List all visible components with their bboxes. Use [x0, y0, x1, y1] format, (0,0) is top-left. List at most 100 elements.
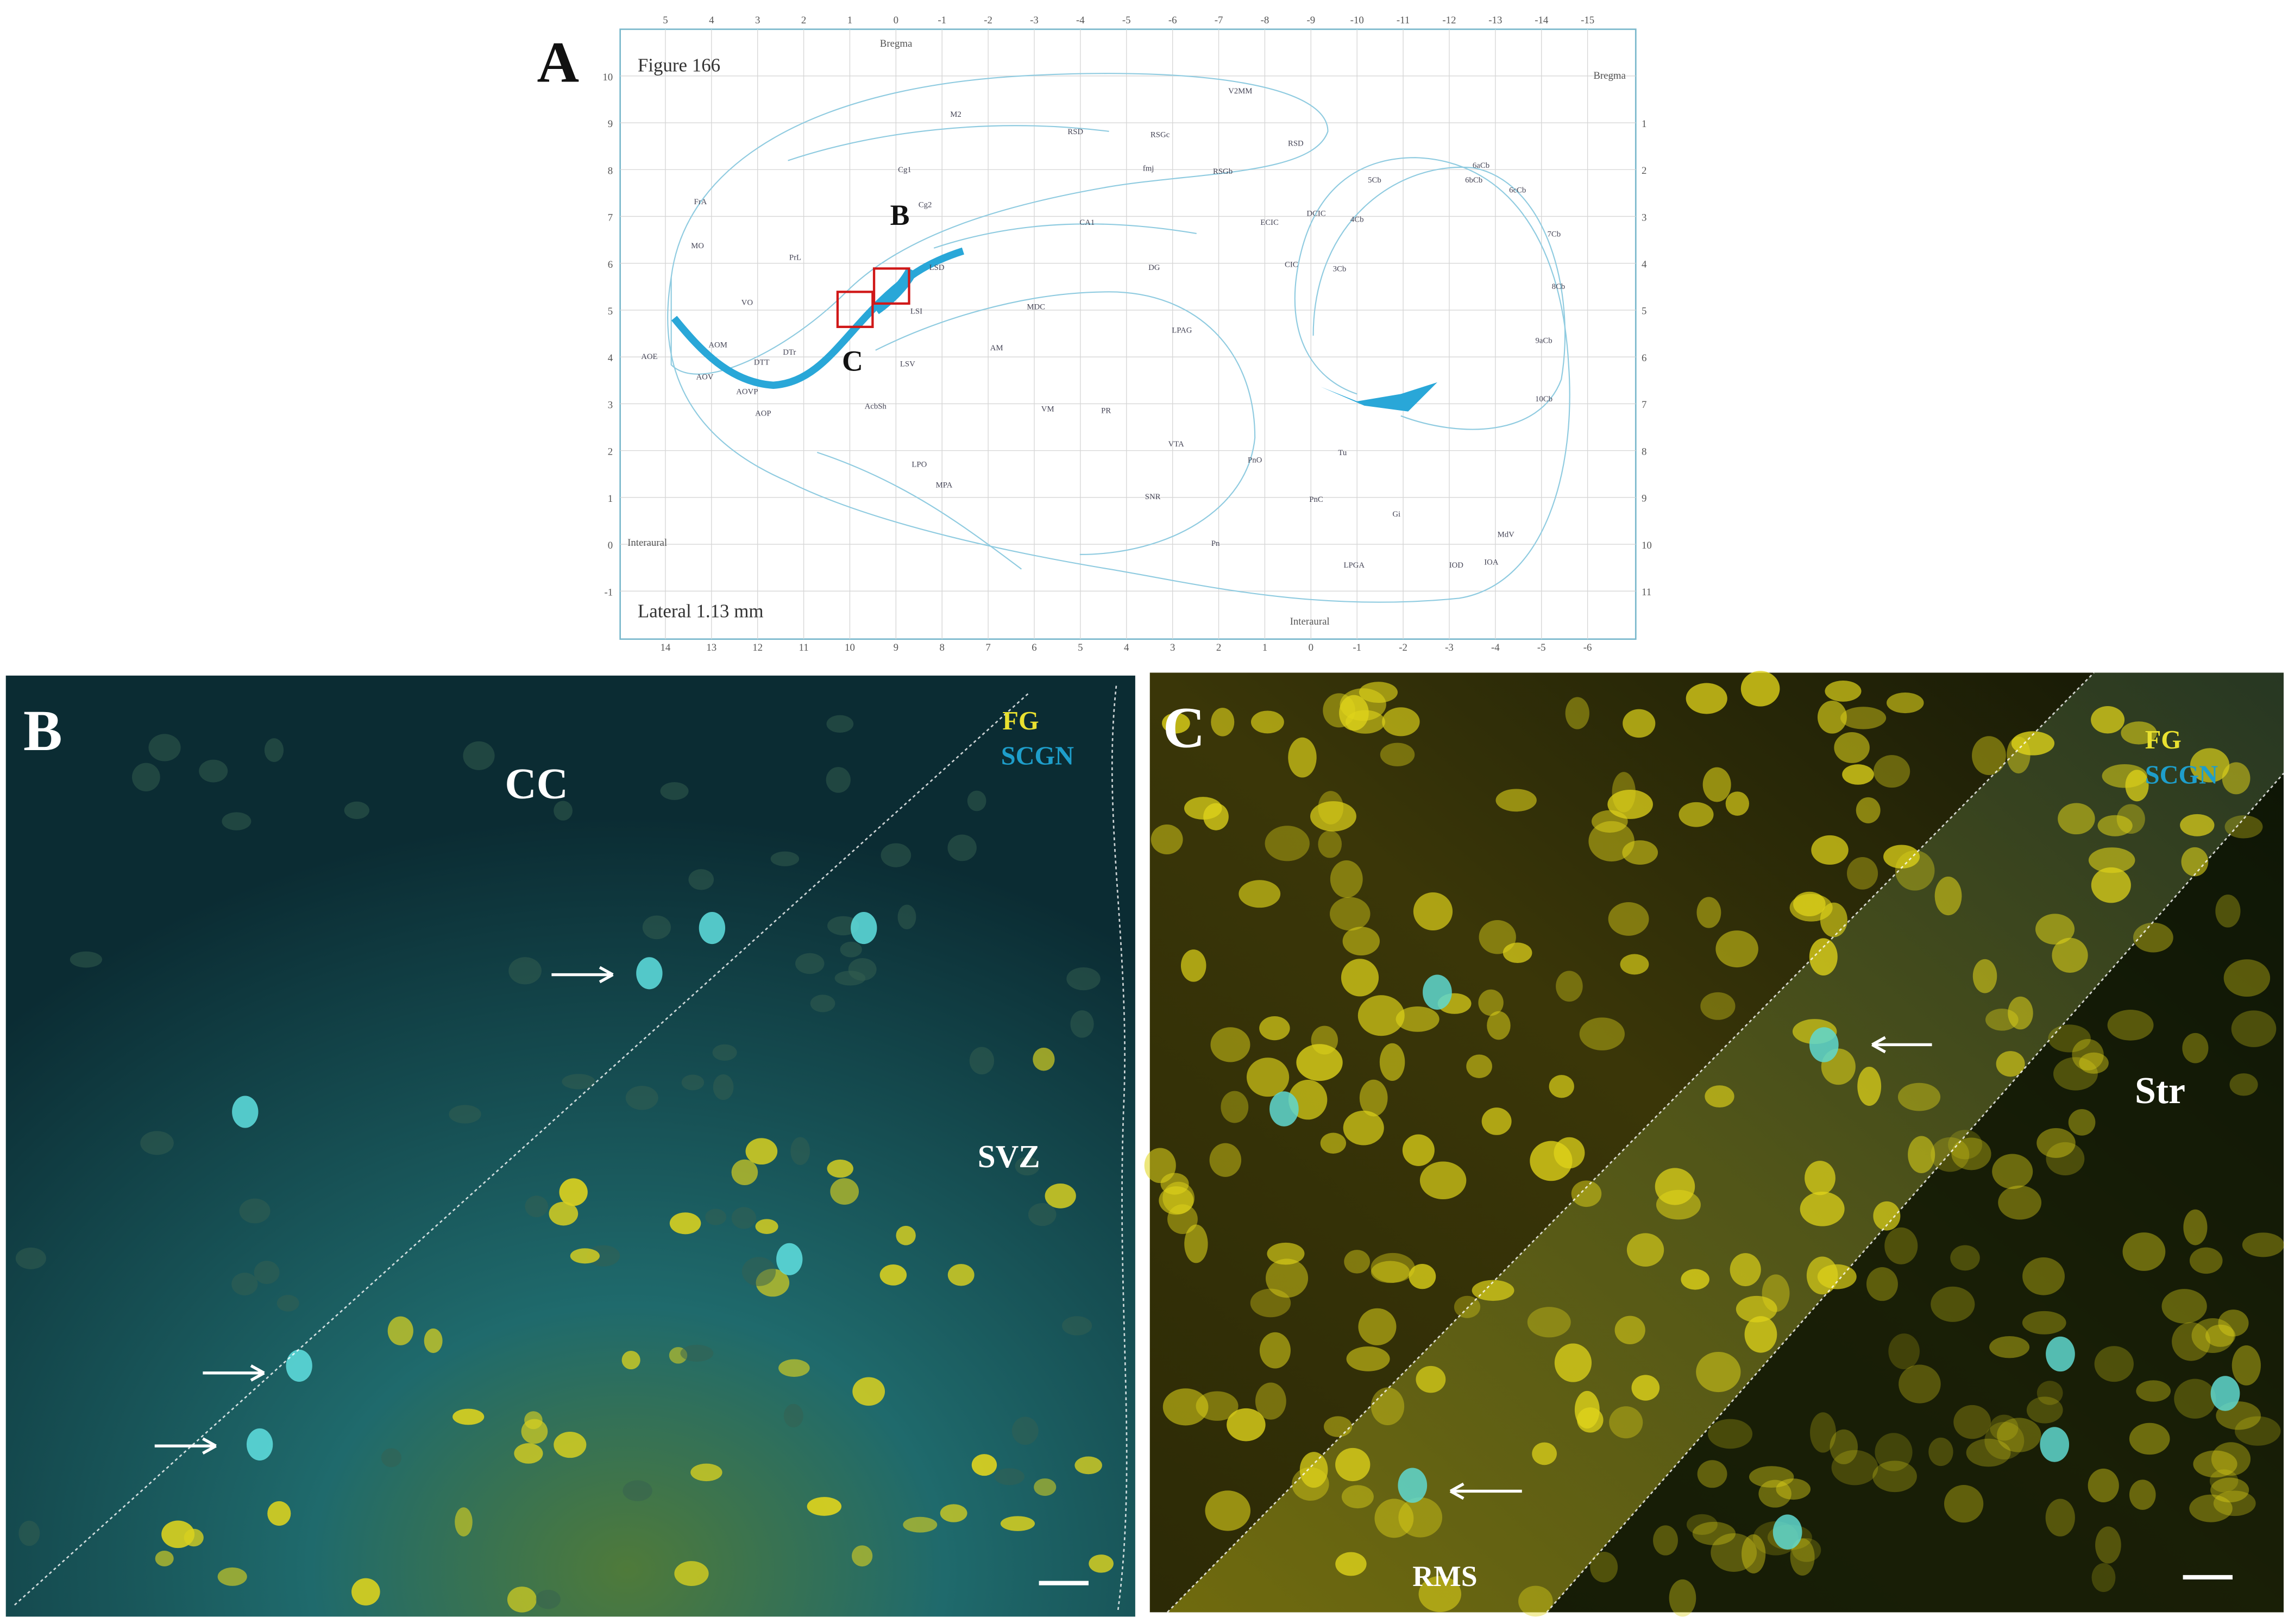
- region-label: LPO: [912, 461, 927, 469]
- cell: [1371, 1252, 1415, 1283]
- cell: [1267, 1242, 1305, 1265]
- cell: [1875, 1433, 1913, 1471]
- cell: [2011, 731, 2055, 756]
- region-label: 7Cb: [1548, 230, 1561, 238]
- cell: [1466, 1054, 1492, 1078]
- cell: [1402, 1134, 1435, 1166]
- cell: [1382, 707, 1420, 737]
- cell: [1341, 1485, 1374, 1509]
- cell: [507, 1587, 537, 1613]
- cell: [1805, 1161, 1836, 1195]
- cell: [826, 767, 851, 793]
- scale-label: 5: [1078, 642, 1083, 653]
- cell: [681, 1074, 705, 1091]
- cell: [1329, 897, 1371, 931]
- cell: [70, 951, 103, 968]
- scale-label: -15: [1581, 15, 1594, 26]
- cell: [199, 759, 228, 783]
- cell: [2094, 1346, 2134, 1382]
- panel-label: A: [537, 30, 580, 95]
- cell: [1203, 803, 1229, 830]
- cell: [674, 1561, 709, 1587]
- cell: [2182, 1033, 2209, 1063]
- cell: [947, 834, 977, 861]
- cell: [1503, 942, 1532, 964]
- cell: [1579, 1017, 1625, 1050]
- cell: [1371, 1261, 1410, 1283]
- cell: [2189, 1247, 2223, 1274]
- cell: [1744, 1316, 1777, 1353]
- region-label: RSD: [1288, 140, 1304, 148]
- region-label: ECIC: [1260, 218, 1279, 227]
- cell: [625, 1086, 658, 1110]
- cell: [1697, 1460, 1727, 1488]
- atlas-frame: [619, 28, 1637, 640]
- scale-label: 6: [1642, 353, 1646, 364]
- scgn-cell: [1772, 1514, 1802, 1550]
- region-label: DG: [1148, 263, 1160, 272]
- region-label: MdV: [1498, 531, 1515, 539]
- cell: [879, 1264, 907, 1286]
- cell: [1028, 1203, 1057, 1226]
- region-label: M2: [950, 110, 961, 119]
- cell: [452, 1408, 485, 1425]
- cell: [2133, 922, 2173, 953]
- cell: [1622, 840, 1658, 865]
- cell: [2053, 1057, 2098, 1091]
- region-label: 6aCb: [1473, 161, 1489, 170]
- scale-label: -3: [1445, 642, 1454, 653]
- cell: [1151, 824, 1183, 854]
- region-label: Cg1: [898, 166, 912, 174]
- cell: [455, 1507, 473, 1537]
- cell: [2048, 1024, 2091, 1053]
- cell: [1793, 891, 1826, 917]
- scale-label: 3: [755, 15, 760, 26]
- cell: [2193, 1450, 2237, 1478]
- cell: [1250, 1288, 1291, 1318]
- cell: [1320, 1132, 1347, 1154]
- cell: [1318, 830, 1342, 858]
- region-label: 9aCb: [1535, 336, 1552, 345]
- marker-label: FG: [1002, 707, 1039, 735]
- cell: [1357, 995, 1405, 1036]
- cell: [971, 1454, 997, 1476]
- panel-label: B: [23, 698, 62, 763]
- region-label: 8Cb: [1552, 282, 1566, 291]
- cell: [2022, 1257, 2065, 1295]
- scale-label: -9: [1306, 15, 1315, 26]
- cell: [2008, 996, 2033, 1030]
- atlas-outlines: [667, 73, 1570, 603]
- cell: [2079, 1052, 2109, 1074]
- cell: [1997, 1418, 2041, 1452]
- cell: [2121, 721, 2157, 745]
- scale-label: -10: [1350, 15, 1364, 26]
- cell: [967, 790, 986, 811]
- cell: [2088, 847, 2135, 873]
- cell: [1211, 708, 1235, 737]
- scale-label: 2: [1216, 642, 1221, 653]
- scgn-cell: [286, 1349, 312, 1382]
- cell: [1607, 789, 1653, 819]
- marker-label: SCGN: [2145, 761, 2218, 790]
- cell: [755, 1219, 778, 1234]
- cell: [1380, 742, 1415, 766]
- cell: [1574, 1390, 1600, 1429]
- scale-label: 6: [608, 259, 613, 270]
- cell: [783, 1403, 803, 1428]
- cell: [344, 801, 369, 819]
- cell: [525, 1195, 548, 1218]
- region-label: 6bCb: [1465, 176, 1482, 185]
- cell: [2036, 1128, 2076, 1158]
- cell: [851, 1545, 873, 1567]
- box-label: C: [842, 344, 863, 377]
- scale-label: 7: [985, 642, 990, 653]
- cell: [554, 1432, 587, 1458]
- cell: [1310, 801, 1356, 832]
- region-label: DTT: [754, 358, 770, 367]
- cell: [1887, 693, 1924, 714]
- scgn-cell: [1398, 1468, 1428, 1503]
- cell: [1953, 1405, 1991, 1439]
- cell: [896, 1225, 916, 1245]
- scgn-cell: [1809, 1027, 1839, 1062]
- region-label: 5Cb: [1368, 176, 1381, 185]
